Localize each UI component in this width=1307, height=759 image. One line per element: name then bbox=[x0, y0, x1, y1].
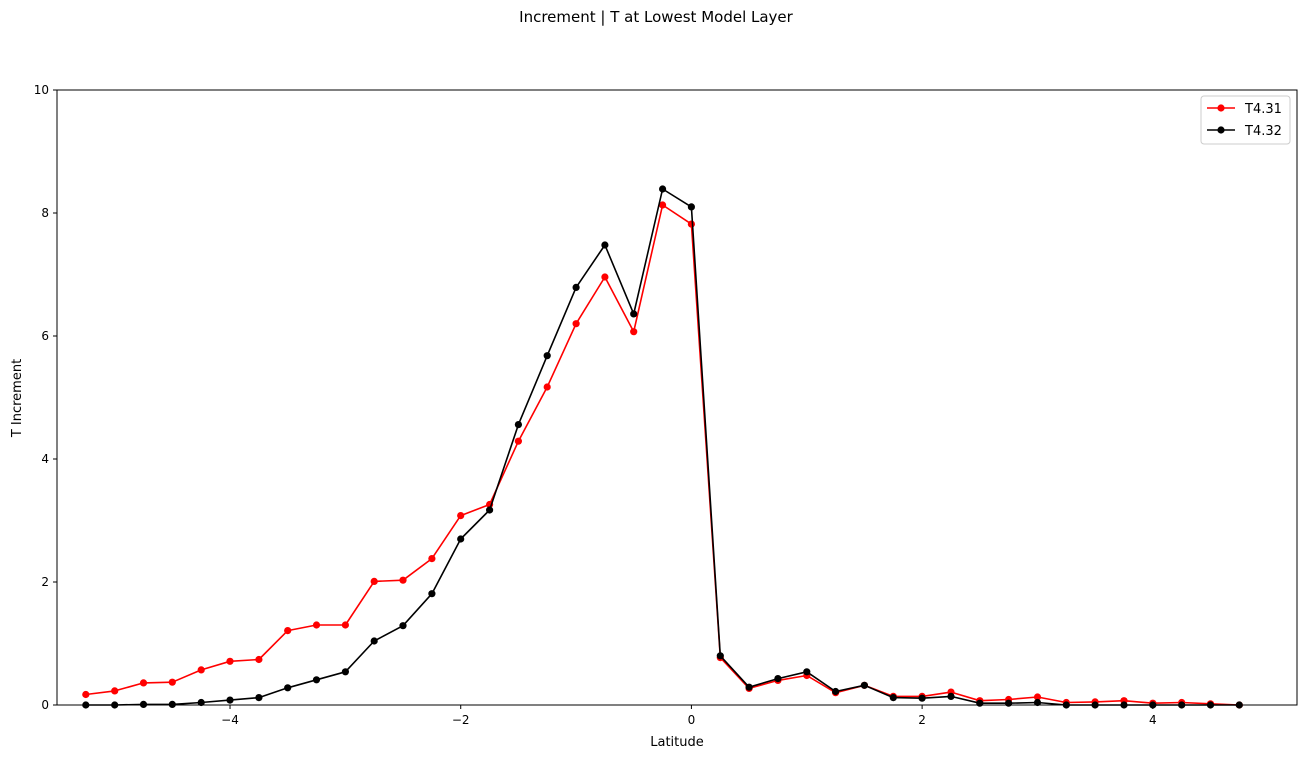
series-line bbox=[85, 204, 1240, 706]
data-point bbox=[428, 590, 436, 598]
data-point bbox=[1206, 701, 1215, 709]
data-point bbox=[1033, 693, 1042, 701]
x-tick-label: −4 bbox=[221, 713, 239, 727]
data-point bbox=[168, 700, 176, 709]
data-point bbox=[486, 506, 494, 514]
y-tick-label: 6 bbox=[41, 329, 49, 343]
data-point bbox=[284, 627, 292, 635]
x-tick-label: −2 bbox=[452, 713, 470, 727]
data-point bbox=[659, 201, 667, 209]
y-tick-label: 8 bbox=[41, 206, 49, 220]
y-tick-label: 4 bbox=[41, 452, 49, 466]
data-point bbox=[630, 328, 638, 336]
legend-marker bbox=[1217, 104, 1225, 112]
axes-frame bbox=[56, 89, 1298, 706]
data-point bbox=[601, 273, 609, 281]
data-point bbox=[659, 185, 667, 193]
data-point bbox=[514, 437, 523, 445]
data-point bbox=[1062, 701, 1070, 709]
data-point bbox=[197, 698, 205, 707]
data-point bbox=[774, 675, 782, 683]
data-point bbox=[687, 203, 696, 211]
data-point bbox=[111, 701, 119, 709]
data-point bbox=[1235, 701, 1243, 709]
data-point bbox=[255, 655, 263, 664]
plot-area: −4 −2 0 2 4 0 2 4 6 8 10 bbox=[34, 83, 1298, 727]
data-point bbox=[976, 699, 984, 707]
data-point bbox=[226, 657, 234, 665]
data-point bbox=[572, 283, 580, 291]
data-point bbox=[543, 383, 551, 391]
data-point bbox=[745, 683, 753, 691]
series-T4.32 bbox=[82, 185, 1243, 709]
data-point bbox=[1149, 701, 1157, 709]
data-point bbox=[341, 621, 349, 629]
legend-label: T4.31 bbox=[1244, 102, 1282, 117]
y-axis-label: T Increment bbox=[10, 359, 25, 438]
data-point bbox=[457, 511, 465, 520]
data-point bbox=[82, 701, 90, 709]
series-line bbox=[85, 188, 1240, 706]
data-point bbox=[399, 622, 407, 630]
data-point bbox=[601, 241, 609, 249]
data-point bbox=[832, 687, 840, 696]
data-point bbox=[139, 700, 148, 709]
y-tick-label: 0 bbox=[41, 698, 49, 712]
data-point bbox=[1033, 698, 1042, 707]
data-point bbox=[312, 621, 321, 629]
data-point bbox=[139, 679, 148, 687]
legend-label: T4.32 bbox=[1244, 124, 1282, 139]
data-point bbox=[226, 696, 234, 704]
data-point bbox=[255, 694, 263, 702]
data-point bbox=[918, 694, 926, 702]
data-point bbox=[312, 676, 321, 684]
chart-title: Increment | T at Lowest Model Layer bbox=[519, 8, 794, 26]
legend-marker bbox=[1217, 126, 1225, 134]
data-point bbox=[514, 421, 523, 429]
data-point bbox=[111, 687, 119, 695]
data-point bbox=[543, 352, 551, 360]
data-point bbox=[1005, 699, 1013, 707]
data-point bbox=[168, 678, 176, 686]
data-point bbox=[1120, 701, 1128, 709]
x-axis-label: Latitude bbox=[650, 735, 704, 750]
data-point bbox=[687, 220, 696, 228]
data-point bbox=[1091, 701, 1099, 709]
data-point bbox=[860, 681, 869, 689]
data-point bbox=[82, 690, 90, 699]
data-point bbox=[716, 652, 724, 660]
data-point bbox=[803, 668, 811, 676]
data-point bbox=[457, 535, 465, 543]
data-point bbox=[572, 320, 580, 328]
data-point bbox=[370, 577, 378, 586]
data-point bbox=[370, 637, 378, 645]
data-point bbox=[889, 694, 897, 702]
series-T4.31 bbox=[82, 201, 1243, 709]
data-point bbox=[284, 684, 292, 692]
y-tick-label: 10 bbox=[34, 83, 49, 97]
x-tick-label: 4 bbox=[1149, 713, 1157, 727]
data-point bbox=[197, 666, 205, 674]
data-point bbox=[341, 668, 349, 676]
data-point bbox=[1178, 701, 1186, 709]
legend: T4.31 T4.32 bbox=[1200, 95, 1291, 145]
data-point bbox=[399, 576, 407, 584]
data-point bbox=[947, 692, 955, 701]
y-tick-label: 2 bbox=[41, 575, 49, 589]
data-point bbox=[630, 310, 638, 318]
data-point bbox=[428, 555, 436, 563]
x-tick-label: 2 bbox=[918, 713, 926, 727]
x-tick-label: 0 bbox=[688, 713, 696, 727]
